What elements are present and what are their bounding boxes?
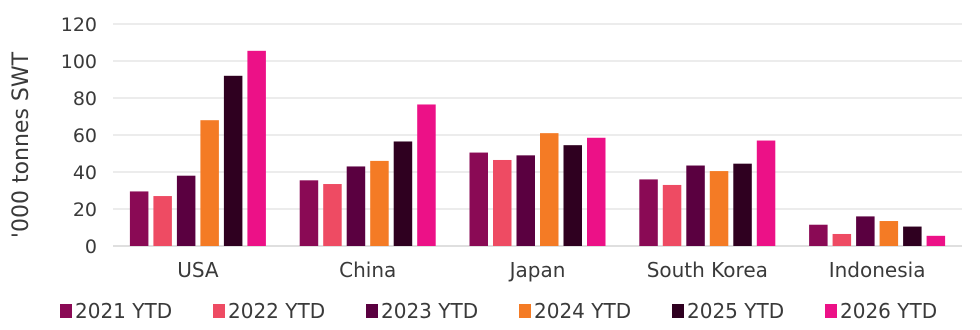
legend-swatch [825, 304, 837, 318]
x-category-label: Japan [508, 258, 566, 282]
bar [832, 233, 852, 246]
bar [323, 184, 342, 246]
bar [370, 160, 389, 246]
x-category-label: USA [177, 258, 219, 282]
bar [879, 221, 899, 246]
x-category-label: South Korea [647, 258, 768, 282]
bar [756, 140, 776, 246]
bar [709, 171, 729, 246]
legend-swatch [213, 304, 225, 318]
y-tick-label: 0 [85, 236, 97, 258]
bar [153, 196, 172, 246]
y-tick-label: 120 [61, 14, 97, 36]
x-category-label: China [339, 258, 396, 282]
bar [346, 166, 366, 246]
legend-label: 2023 YTD [381, 299, 478, 323]
y-tick-label: 80 [73, 88, 97, 110]
bar [516, 155, 535, 246]
bar [493, 159, 512, 246]
bar [417, 104, 436, 246]
legend: 2021 YTD 2022 YTD 2023 YTD 2024 YTD 2025 YTD… [60, 299, 937, 323]
bar [809, 224, 828, 246]
legend-label: 2026 YTD [840, 299, 937, 323]
bar [393, 141, 413, 246]
x-axis-categories: USA China Japan South Korea Indonesia [177, 258, 925, 282]
bar [903, 226, 922, 246]
legend-label: 2024 YTD [534, 299, 631, 323]
legend-label: 2025 YTD [687, 299, 784, 323]
legend-swatch [60, 304, 72, 318]
bar [129, 191, 149, 246]
bars [129, 50, 946, 247]
bar [856, 216, 875, 246]
bar [200, 120, 219, 246]
y-tick-label: 20 [73, 199, 97, 221]
bar [563, 145, 582, 246]
bar [176, 175, 196, 246]
bar [540, 133, 559, 246]
y-axis-ticks: 0 20 40 60 80 100 120 [61, 14, 97, 258]
bar [639, 179, 658, 246]
bar [469, 152, 488, 246]
y-tick-label: 60 [73, 125, 97, 147]
legend-label: 2021 YTD [75, 299, 172, 323]
bar [587, 137, 606, 246]
legend-swatch [672, 304, 684, 318]
bar [247, 50, 266, 247]
legend-swatch [519, 304, 531, 318]
y-tick-label: 40 [73, 162, 97, 184]
legend-swatch [366, 304, 378, 318]
bar [926, 235, 946, 246]
y-axis-label: '000 tonnes SWT [9, 51, 34, 238]
bar [733, 163, 752, 246]
x-category-label: Indonesia [829, 258, 926, 282]
bar [662, 184, 682, 246]
bar [223, 75, 243, 246]
y-tick-label: 100 [61, 51, 97, 73]
legend-label: 2022 YTD [228, 299, 325, 323]
bar [299, 180, 319, 246]
bar [686, 165, 705, 246]
